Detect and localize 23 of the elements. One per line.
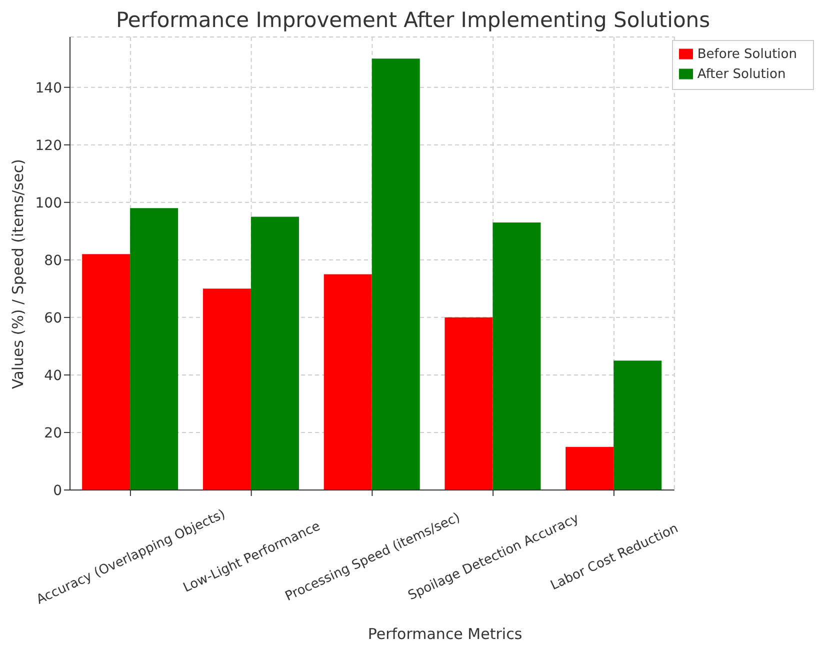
y-tick-label: 40 <box>44 368 62 384</box>
legend-label: After Solution <box>697 67 786 82</box>
bar <box>492 222 541 490</box>
y-tick-label: 60 <box>44 310 62 326</box>
bar <box>444 317 493 490</box>
bar <box>614 360 662 490</box>
bar <box>324 274 372 490</box>
bar <box>566 446 614 490</box>
x-axis-title: Performance Metrics <box>366 625 524 643</box>
bar <box>82 254 130 490</box>
y-tick-label: 80 <box>44 252 62 269</box>
y-tick-label: 100 <box>35 195 62 212</box>
bar <box>372 58 420 490</box>
bar <box>250 216 299 490</box>
y-tick-label: 140 <box>35 80 62 96</box>
chart-title: Performance Improvement After Implementing Solutions <box>114 8 712 32</box>
y-tick-label: 20 <box>44 425 62 442</box>
legend-label: Before Solution <box>697 47 797 62</box>
bar <box>202 288 251 490</box>
y-axis-title: Values (%) / Speed (items/sec) <box>9 159 27 389</box>
y-tick-label: 120 <box>35 138 62 154</box>
y-tick-label: 0 <box>53 482 62 499</box>
bar <box>130 208 178 490</box>
